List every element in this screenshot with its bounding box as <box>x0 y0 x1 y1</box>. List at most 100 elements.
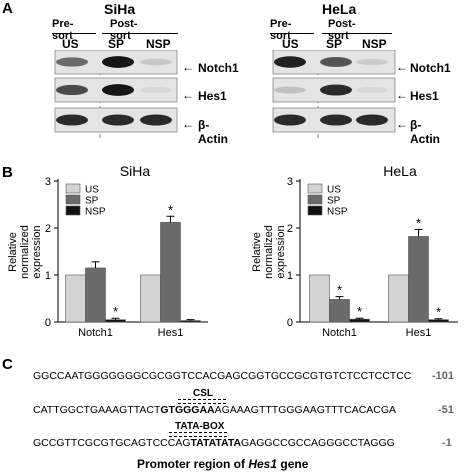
siha-band <box>102 84 134 96</box>
hela-legend-label: SP <box>327 196 341 207</box>
siha-y-tick-label: 2 <box>45 223 51 235</box>
siha-legend-label: SP <box>85 196 99 207</box>
hela-significance-star: * <box>337 283 342 298</box>
hela-arrow-notch1: ← <box>396 60 408 74</box>
panel-c-letter: C <box>2 356 13 373</box>
hela-arrow-actin: ← <box>396 117 408 131</box>
hela-band <box>320 57 352 67</box>
hela-band <box>274 86 306 94</box>
siha-legend-label: NSP <box>85 207 106 218</box>
panel-b-letter: B <box>2 164 13 181</box>
hela-band <box>356 114 388 126</box>
hela-chart-title: HeLa <box>383 163 417 179</box>
siha-x-tick-label: Notch1 <box>78 327 113 339</box>
siha-blot-images <box>54 50 178 138</box>
siha-chart-title: SiHa <box>120 163 151 179</box>
hela-post-sort-line <box>322 33 392 34</box>
siha-lane-us: US <box>62 37 79 51</box>
siha-pre-sort-line <box>52 33 96 34</box>
siha-lane-nsp: NSP <box>146 37 171 51</box>
hela-band <box>274 114 306 126</box>
siha-y-axis-label: Relative <box>7 232 19 272</box>
sequence-line-3-end: GAGGCCGCCAGGGCCTAGGG <box>241 437 395 449</box>
hela-x-tick-label: Notch1 <box>322 327 357 339</box>
hela-y-tick-label: 3 <box>287 176 293 188</box>
hela-band <box>356 86 388 94</box>
siha-legend-swatch <box>65 205 81 216</box>
tata-motif: TATATATA <box>190 437 242 449</box>
hela-y-axis-label: Relative <box>251 232 263 272</box>
caption-gene: Hes1 <box>248 457 278 471</box>
panel-a: A SiHa Pre-sort Post-sort US SP NSP Notc… <box>0 0 474 160</box>
hela-arrow-hes1: ← <box>396 88 408 102</box>
siha-band <box>140 86 172 94</box>
siha-legend-swatch <box>65 183 81 194</box>
siha-y-tick-label: 1 <box>45 270 51 282</box>
caption-text: Promoter region of <box>137 457 249 471</box>
hela-legend-swatch <box>307 183 323 194</box>
siha-y-tick-label: 0 <box>45 317 51 329</box>
caption-suffix: gene <box>277 457 309 471</box>
hela-lane-nsp: NSP <box>362 37 387 51</box>
hela-legend-label: NSP <box>327 207 348 218</box>
siha-significance-star: * <box>113 304 118 319</box>
panel-a-letter: A <box>2 0 13 17</box>
hela-significance-star: * <box>436 305 441 320</box>
hela-band <box>356 58 388 66</box>
sequence-position-3: -1 <box>442 437 452 449</box>
hela-band <box>320 84 352 96</box>
hela-legend-label: US <box>327 185 341 196</box>
siha-significance-star: * <box>168 202 173 217</box>
hela-bar-us-notch1 <box>309 274 330 323</box>
sequence-position-2: -51 <box>438 404 454 416</box>
siha-band <box>56 114 88 126</box>
siha-band <box>140 114 172 126</box>
figure-caption: Promoter region of Hes1 gene <box>137 457 308 471</box>
siha-band <box>140 58 172 66</box>
tata-box-label: TATA-BOX <box>175 421 225 432</box>
siha-band <box>56 57 88 67</box>
siha-lane-sp: SP <box>108 37 125 51</box>
siha-y-tick-label: 3 <box>45 176 51 188</box>
hela-band <box>274 56 306 68</box>
hela-band <box>320 114 352 126</box>
siha-y-axis-label: normalized <box>19 225 31 279</box>
sequence-line-3: GCCGTTCGCGTGCAGTCCCAGTATATATAGAGGCCGCCAG… <box>33 437 395 449</box>
tata-box-underline <box>169 432 227 437</box>
siha-post-sort-line <box>102 33 178 34</box>
hela-blot-label-hes1: Hes1 <box>410 89 439 103</box>
hela-cell-line-label: HeLa <box>322 1 357 17</box>
hela-legend-swatch <box>307 194 323 205</box>
siha-cell-line-label: SiHa <box>104 1 136 17</box>
sequence-line-2: CATTGGCTGAAAGTTACTGTGGGAAAGAAAGTTTGGGAAG… <box>33 404 396 416</box>
hela-lane-sp: SP <box>326 37 343 51</box>
hela-blot-label-notch1: Notch1 <box>410 61 451 75</box>
siha-arrow-notch1: ← <box>182 60 194 74</box>
siha-band <box>56 84 88 96</box>
hela-y-tick-label: 1 <box>287 270 293 282</box>
siha-y-axis-label: expression <box>31 225 43 278</box>
siha-legend-swatch <box>65 194 81 205</box>
csl-motif: GTGGGAA <box>160 404 215 416</box>
hela-y-axis-label: expression <box>275 225 287 278</box>
siha-blot-label-hes1: Hes1 <box>198 89 227 103</box>
hela-pre-sort-line <box>270 33 314 34</box>
hela-y-axis-label: normalized <box>263 225 275 279</box>
sequence-position-1: -101 <box>432 370 455 382</box>
siha-bar-sp-notch1 <box>85 267 106 323</box>
siha-band <box>102 114 134 126</box>
hela-x-tick-label: Hes1 <box>406 327 432 339</box>
csl-underline <box>178 399 226 404</box>
siha-arrow-hes1: ← <box>182 88 194 102</box>
siha-legend-label: US <box>85 185 99 196</box>
siha-x-tick-label: Hes1 <box>158 327 184 339</box>
hela-blot-label-actin: β-Actin <box>410 118 440 146</box>
sequence-line-2-end: AGAAAGTTTGGGAAGTTTCACACGA <box>214 404 397 416</box>
sequence-line-3-start: GCCGTTCGCGTGCAGTCCCAG <box>33 437 191 449</box>
siha-blot-label-notch1: Notch1 <box>198 61 239 75</box>
hela-y-tick-label: 0 <box>287 317 293 329</box>
siha-band <box>102 56 134 68</box>
hela-legend-swatch <box>307 205 323 216</box>
csl-label: CSL <box>193 388 213 399</box>
